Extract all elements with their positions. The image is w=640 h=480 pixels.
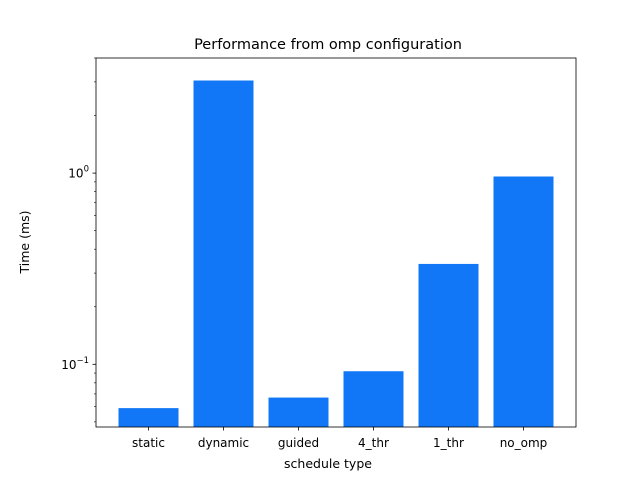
x-axis-label: schedule type (284, 456, 372, 471)
chart-title: Performance from omp configuration (194, 37, 462, 53)
bar-1_thr (418, 263, 479, 427)
y-tick-label: 100 (68, 165, 89, 181)
bars-group (118, 80, 554, 428)
x-tick-label-guided: guided (278, 436, 319, 450)
x-tick-label-dynamic: dynamic (198, 436, 249, 450)
x-tick-label-no_omp: no_omp (500, 436, 548, 450)
x-tick-label-4_thr: 4_thr (358, 436, 389, 450)
bar-dynamic (193, 80, 254, 428)
y-axis-label: Time (ms) (17, 210, 32, 274)
y-tick-label: 10−1 (61, 356, 89, 372)
x-tick-label-static: static (132, 436, 165, 450)
bar-no_omp (493, 176, 554, 427)
bar-4_thr (343, 371, 404, 427)
x-axis-ticks: static dynamic guided 4_thr 1_thr no_omp (132, 427, 547, 450)
bar-static (118, 408, 179, 427)
y-axis-ticks: 10−1 100 (61, 57, 96, 423)
x-tick-label-1_thr: 1_thr (433, 436, 464, 450)
bar-guided (268, 397, 329, 427)
plot-frame (95, 57, 577, 428)
